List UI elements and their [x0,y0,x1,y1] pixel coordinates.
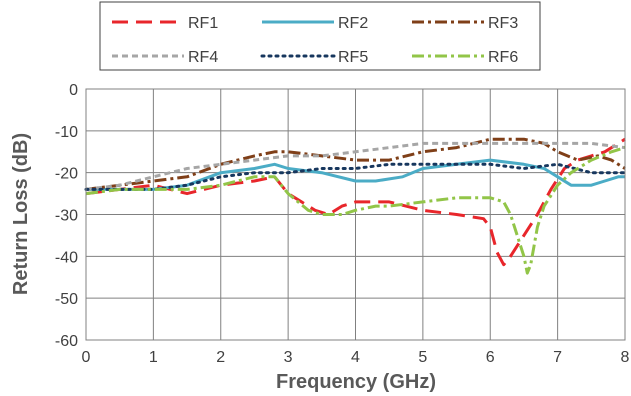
x-tick-label: 2 [216,349,225,366]
y-tick-label: -30 [55,208,78,225]
x-tick-label: 8 [621,349,630,366]
y-tick-label: -60 [55,333,78,350]
y-tick-label: 0 [69,82,78,99]
legend-label-rf6: RF6 [488,49,518,66]
series-lines [84,137,627,275]
x-tick-label: 6 [486,349,495,366]
series-line-rf1 [85,137,626,267]
x-tick-label: 4 [351,349,360,366]
legend-label-rf3: RF3 [488,15,518,32]
series-line-rf4 [85,141,626,191]
y-tick-label: -50 [55,291,78,308]
x-tick-labels: 0 1 2 3 4 5 6 7 8 [82,349,630,366]
y-axis-title: Return Loss (dB) [10,133,32,295]
x-tick-label: 0 [82,349,91,366]
y-tick-label: -20 [55,166,78,183]
legend-label-rf4: RF4 [188,49,218,66]
y-tick-labels: 0 -10 -20 -30 -40 -50 -60 [55,82,78,350]
x-tick-label: 5 [418,349,427,366]
x-axis-title: Frequency (GHz) [276,371,436,393]
y-tick-label: -10 [55,124,78,141]
x-tick-label: 3 [284,349,293,366]
legend: RF1 RF2 RF3 RF4 RF5 RF6 [99,1,541,71]
plot-border [85,88,626,341]
series-line-rf5 [84,162,627,191]
x-tick-label: 1 [149,349,158,366]
series-line-rf2 [86,158,625,191]
legend-label-rf2: RF2 [338,15,368,32]
y-tick-label: -40 [55,249,78,266]
series-line-rf3 [85,137,626,191]
series-line-rf6 [85,146,626,275]
legend-label-rf5: RF5 [338,49,368,66]
legend-box [99,1,541,71]
legend-label-rf1: RF1 [188,15,218,32]
x-tick-label: 7 [553,349,562,366]
